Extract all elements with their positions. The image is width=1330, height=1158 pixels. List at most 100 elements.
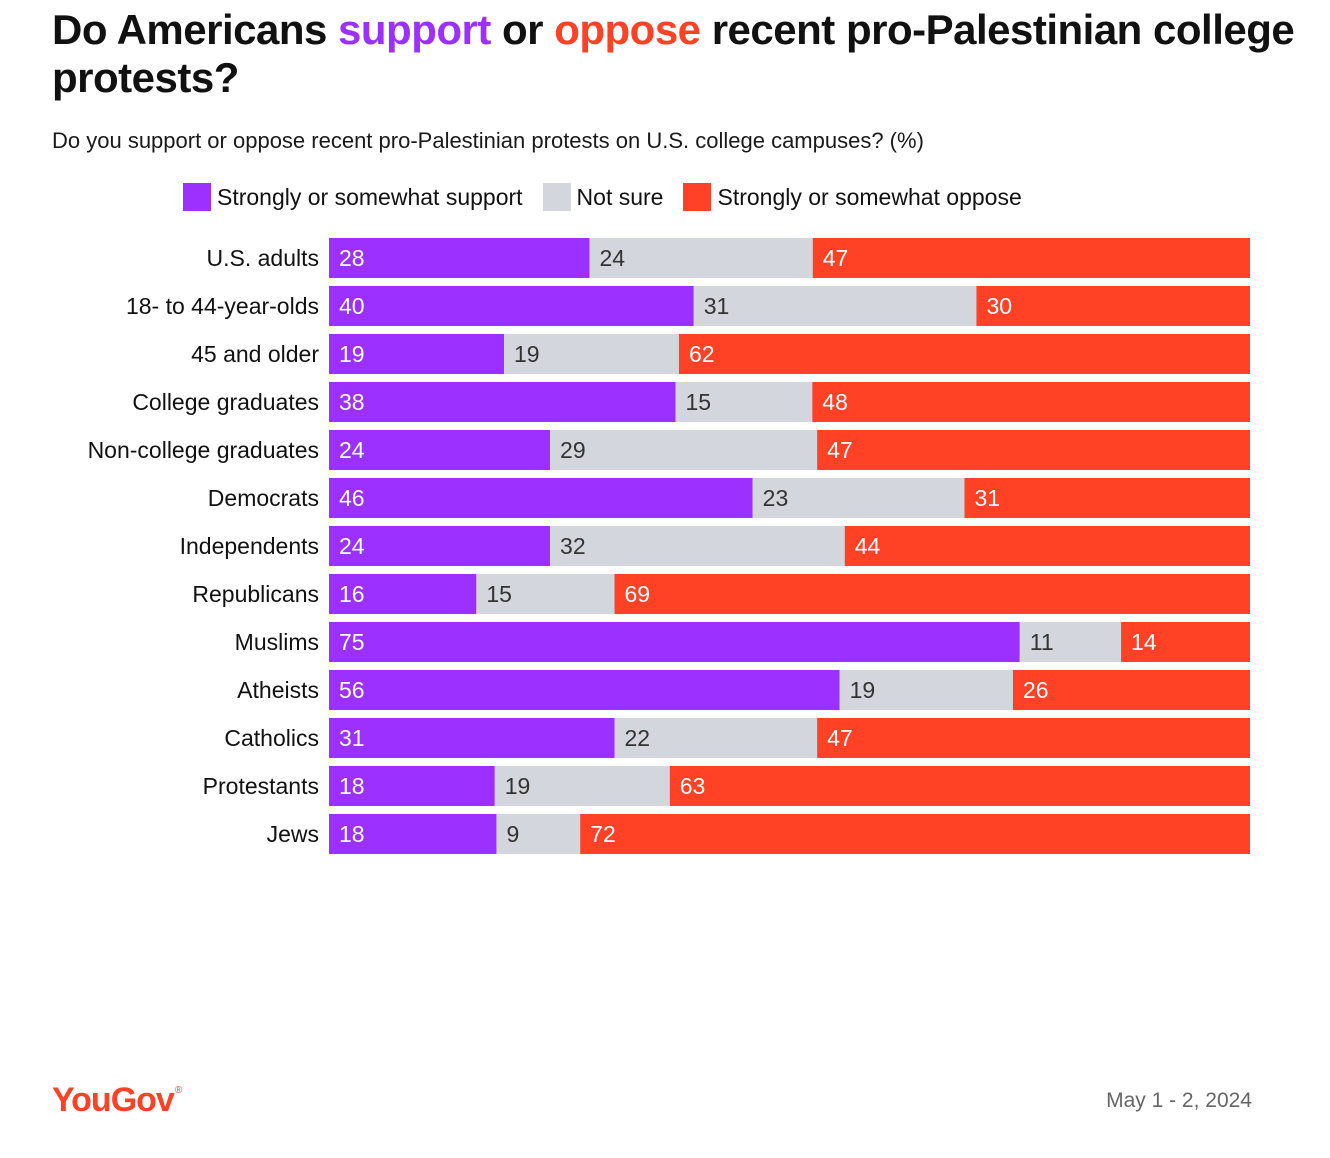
- legend: Strongly or somewhat support Not sure St…: [183, 181, 1042, 213]
- legend-swatch-not-sure: [542, 183, 571, 211]
- legend-item-oppose: Strongly or somewhat oppose: [683, 183, 1022, 211]
- data-label-jews-not-sure: 9: [506, 821, 519, 847]
- data-label-republicans-not-sure: 15: [486, 581, 512, 607]
- category-label-protestants: Protestants: [203, 773, 319, 799]
- data-label-democrats-strongly-or-somewhat-oppose: 31: [974, 485, 1000, 511]
- bar-segment-18-to-44-year-olds-not-sure: [693, 286, 977, 326]
- bar-segment-atheists-strongly-or-somewhat-oppose: [1012, 670, 1250, 710]
- legend-item-not-sure: Not sure: [542, 183, 664, 211]
- data-label-jews-strongly-or-somewhat-oppose: 72: [590, 821, 616, 847]
- logo-text: YouGov: [52, 1081, 175, 1119]
- chart-subtitle: Do you support or oppose recent pro-Pale…: [52, 128, 924, 153]
- bar-segment-democrats-not-sure: [752, 478, 965, 518]
- data-label-protestants-strongly-or-somewhat-support: 18: [339, 773, 365, 799]
- data-label-u-s-adults-strongly-or-somewhat-support: 28: [339, 245, 365, 271]
- legend-label-not-sure: Not sure: [576, 183, 664, 210]
- data-label-republicans-strongly-or-somewhat-support: 16: [339, 581, 365, 607]
- bar-segment-protestants-strongly-or-somewhat-support: [329, 766, 495, 806]
- category-label-jews: Jews: [267, 821, 319, 847]
- title-text: Do Americans: [52, 6, 339, 53]
- bar-segment-45-and-older-strongly-or-somewhat-support: [329, 334, 504, 374]
- bar-segment-democrats-strongly-or-somewhat-support: [329, 478, 753, 518]
- data-label-catholics-strongly-or-somewhat-support: 31: [339, 725, 365, 751]
- category-label-democrats: Democrats: [208, 485, 319, 511]
- data-label-atheists-strongly-or-somewhat-oppose: 26: [1023, 677, 1049, 703]
- data-label-independents-strongly-or-somewhat-oppose: 44: [855, 533, 881, 559]
- data-label-catholics-strongly-or-somewhat-oppose: 47: [827, 725, 853, 751]
- category-label-independents: Independents: [180, 533, 319, 559]
- data-label-republicans-strongly-or-somewhat-oppose: 69: [625, 581, 651, 607]
- data-label-u-s-adults-not-sure: 24: [599, 245, 625, 271]
- data-label-college-graduates-not-sure: 15: [686, 389, 712, 415]
- data-label-catholics-not-sure: 22: [625, 725, 651, 751]
- data-label-muslims-strongly-or-somewhat-support: 75: [339, 629, 365, 655]
- bar-segment-18-to-44-year-olds-strongly-or-somewhat-oppose: [976, 286, 1250, 326]
- bar-segment-u-s-adults-not-sure: [589, 238, 813, 278]
- bar-segment-non-college-graduates-strongly-or-somewhat-support: [329, 430, 551, 470]
- category-label-atheists: Atheists: [237, 677, 319, 703]
- title-support-word: support: [338, 6, 491, 53]
- bar-segment-atheists-not-sure: [839, 670, 1013, 710]
- bar-segment-u-s-adults-strongly-or-somewhat-oppose: [812, 238, 1250, 278]
- legend-swatch-support: [183, 183, 211, 211]
- category-label-u-s-adults: U.S. adults: [207, 245, 320, 271]
- data-label-college-graduates-strongly-or-somewhat-support: 38: [339, 389, 365, 415]
- category-label-catholics: Catholics: [224, 725, 319, 751]
- data-label-45-and-older-strongly-or-somewhat-oppose: 62: [689, 341, 715, 367]
- bar-segment-independents-strongly-or-somewhat-support: [329, 526, 551, 566]
- data-label-independents-strongly-or-somewhat-support: 24: [339, 533, 365, 559]
- bar-segment-non-college-graduates-strongly-or-somewhat-oppose: [817, 430, 1250, 470]
- bar-segment-college-graduates-strongly-or-somewhat-oppose: [812, 382, 1250, 422]
- data-label-non-college-graduates-not-sure: 29: [560, 437, 586, 463]
- bar-segment-muslims-strongly-or-somewhat-oppose: [1121, 622, 1250, 662]
- legend-item-support: Strongly or somewhat support: [183, 183, 523, 211]
- bar-segment-college-graduates-strongly-or-somewhat-support: [329, 382, 676, 422]
- data-label-45-and-older-strongly-or-somewhat-support: 19: [339, 341, 365, 367]
- data-label-45-and-older-not-sure: 19: [514, 341, 540, 367]
- logo-registered-mark: ®: [174, 1085, 182, 1096]
- bar-segment-catholics-strongly-or-somewhat-support: [329, 718, 615, 758]
- category-label-18-to-44-year-olds: 18- to 44-year-olds: [126, 293, 319, 319]
- bar-segment-protestants-strongly-or-somewhat-oppose: [669, 766, 1250, 806]
- bar-segment-18-to-44-year-olds-strongly-or-somewhat-support: [329, 286, 694, 326]
- bar-segment-jews-not-sure: [496, 814, 581, 854]
- category-label-45-and-older: 45 and older: [191, 341, 319, 367]
- bar-segment-republicans-not-sure: [476, 574, 615, 614]
- bar-segment-jews-strongly-or-somewhat-oppose: [580, 814, 1250, 854]
- bar-segment-protestants-not-sure: [494, 766, 670, 806]
- data-label-college-graduates-strongly-or-somewhat-oppose: 48: [822, 389, 848, 415]
- data-label-democrats-strongly-or-somewhat-support: 46: [339, 485, 365, 511]
- bar-segment-non-college-graduates-not-sure: [550, 430, 818, 470]
- bar-segment-45-and-older-not-sure: [503, 334, 679, 374]
- title-text: or: [490, 6, 555, 53]
- bar-segment-catholics-not-sure: [614, 718, 818, 758]
- bar-segment-45-and-older-strongly-or-somewhat-oppose: [678, 334, 1250, 374]
- bar-segment-atheists-strongly-or-somewhat-support: [329, 670, 840, 710]
- bar-segment-republicans-strongly-or-somewhat-oppose: [614, 574, 1250, 614]
- legend-label-oppose: Strongly or somewhat oppose: [717, 183, 1022, 210]
- data-label-18-to-44-year-olds-strongly-or-somewhat-support: 40: [339, 293, 365, 319]
- category-label-college-graduates: College graduates: [132, 389, 319, 415]
- yougov-logo: YouGov®: [52, 1081, 182, 1120]
- data-label-independents-not-sure: 32: [560, 533, 586, 559]
- bar-segment-jews-strongly-or-somewhat-support: [329, 814, 497, 854]
- bar-segment-u-s-adults-strongly-or-somewhat-support: [329, 238, 590, 278]
- title-text: recent pro-Palestinian college protests?: [52, 6, 1295, 101]
- data-label-non-college-graduates-strongly-or-somewhat-oppose: 47: [827, 437, 853, 463]
- bar-segment-catholics-strongly-or-somewhat-oppose: [817, 718, 1250, 758]
- category-label-non-college-graduates: Non-college graduates: [88, 437, 319, 463]
- data-label-18-to-44-year-olds-strongly-or-somewhat-oppose: 30: [986, 293, 1012, 319]
- title-oppose-word: oppose: [554, 6, 701, 53]
- survey-date: May 1 - 2, 2024: [1106, 1089, 1252, 1112]
- data-label-democrats-not-sure: 23: [763, 485, 789, 511]
- bar-segment-democrats-strongly-or-somewhat-oppose: [964, 478, 1250, 518]
- data-label-atheists-not-sure: 19: [850, 677, 876, 703]
- data-label-muslims-not-sure: 11: [1030, 629, 1054, 655]
- bar-segment-republicans-strongly-or-somewhat-support: [329, 574, 477, 614]
- category-label-republicans: Republicans: [192, 581, 319, 607]
- data-label-u-s-adults-strongly-or-somewhat-oppose: 47: [823, 245, 849, 271]
- data-label-protestants-strongly-or-somewhat-oppose: 63: [680, 773, 706, 799]
- category-label-muslims: Muslims: [235, 629, 319, 655]
- data-label-atheists-strongly-or-somewhat-support: 56: [339, 677, 365, 703]
- legend-swatch-oppose: [683, 183, 712, 211]
